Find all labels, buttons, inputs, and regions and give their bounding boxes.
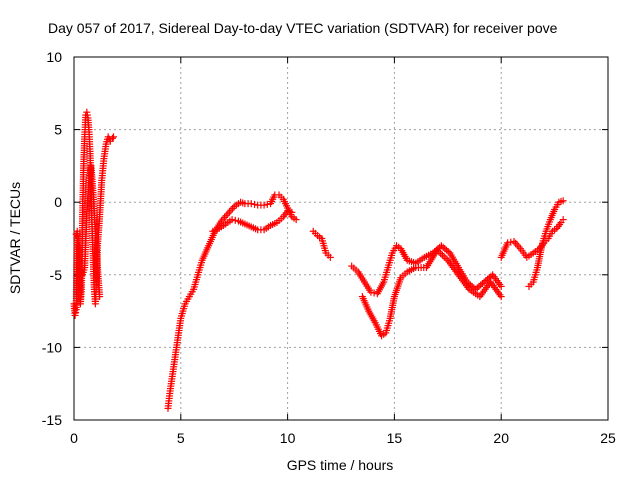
y-tick-label: -15 bbox=[42, 412, 62, 428]
data-point bbox=[247, 200, 255, 208]
x-axis: 0 5 10 15 20 25 bbox=[70, 57, 616, 446]
y-axis: -15 -10 -5 0 5 10 bbox=[42, 49, 608, 428]
data-point bbox=[326, 253, 334, 261]
y-tick-label: 0 bbox=[54, 194, 62, 210]
x-tick-label: 0 bbox=[70, 430, 78, 446]
grid bbox=[74, 57, 608, 420]
data-point bbox=[260, 201, 268, 209]
data-point bbox=[96, 293, 104, 301]
data-point bbox=[559, 216, 567, 224]
y-tick-label: -5 bbox=[50, 267, 63, 283]
y-tick-label: 5 bbox=[54, 122, 62, 138]
data-point bbox=[224, 210, 232, 218]
data-point bbox=[438, 251, 446, 259]
data-point bbox=[513, 241, 521, 249]
data-point bbox=[228, 216, 236, 224]
data-point bbox=[512, 239, 520, 247]
x-tick-label: 25 bbox=[600, 430, 616, 446]
plot-area-border bbox=[73, 56, 609, 421]
data-point bbox=[559, 197, 567, 205]
x-tick-label: 15 bbox=[387, 430, 403, 446]
data-point bbox=[250, 200, 258, 208]
data-point bbox=[440, 253, 448, 261]
data-point bbox=[227, 206, 235, 214]
plot-frame bbox=[73, 56, 609, 421]
data-point bbox=[515, 243, 523, 251]
data-point bbox=[292, 216, 300, 224]
y-tick-label: -10 bbox=[42, 339, 62, 355]
data-points bbox=[70, 108, 567, 412]
x-tick-label: 20 bbox=[493, 430, 509, 446]
data-point bbox=[263, 200, 271, 208]
y-tick-label: 10 bbox=[46, 49, 62, 65]
data-point bbox=[288, 208, 296, 216]
data-point bbox=[108, 134, 116, 142]
data-point bbox=[442, 255, 450, 263]
x-axis-label: GPS time / hours bbox=[287, 457, 394, 473]
data-point bbox=[225, 208, 233, 216]
data-point bbox=[221, 213, 229, 221]
x-tick-label: 5 bbox=[177, 430, 185, 446]
data-point bbox=[110, 133, 118, 141]
data-point bbox=[367, 288, 375, 296]
data-point bbox=[222, 212, 230, 220]
data-point bbox=[229, 204, 237, 212]
data-point bbox=[504, 239, 512, 247]
data-point bbox=[497, 282, 505, 290]
data-point bbox=[497, 293, 505, 301]
data-point bbox=[444, 248, 452, 256]
y-axis-label: SDTVAR / TECUs bbox=[7, 182, 23, 294]
x-tick-label: 10 bbox=[280, 430, 296, 446]
data-point bbox=[510, 237, 518, 245]
data-point bbox=[507, 238, 515, 246]
chart-title: Day 057 of 2017, Sidereal Day-to-day VTE… bbox=[48, 20, 558, 36]
data-point bbox=[370, 289, 378, 297]
data-point bbox=[231, 216, 239, 224]
